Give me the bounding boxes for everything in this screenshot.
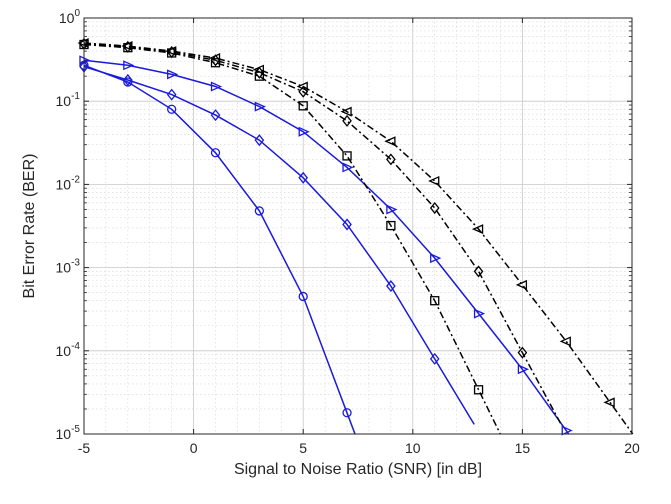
- data-point-triangle-right: [123, 60, 135, 71]
- series-line: [83, 64, 356, 435]
- y-tick-label: 100: [59, 8, 81, 26]
- data-point-square: [430, 296, 440, 306]
- data-point-triangle-right: [254, 101, 266, 112]
- y-tick-label: 10-1: [56, 91, 81, 109]
- data-point-square: [386, 220, 396, 231]
- data-point-triangle-left: [165, 46, 177, 57]
- y-axis-label: Bit Error Rate (BER): [21, 154, 38, 299]
- x-tick-label: 0: [190, 440, 198, 456]
- series-line: [83, 43, 563, 427]
- data-point-triangle-left: [428, 175, 440, 186]
- data-point-triangle-right: [167, 69, 179, 80]
- data-point-triangle-left: [296, 81, 308, 92]
- y-tick-labels: 100 10-1 10-2 10-3 10-4 10-5: [56, 8, 81, 442]
- x-tick-label: 20: [624, 440, 640, 456]
- series-layer: [77, 37, 634, 436]
- data-point-triangle-right: [430, 253, 442, 264]
- y-tick-label: 10-5: [56, 424, 81, 442]
- data-point-triangle-right: [210, 81, 223, 92]
- data-point-diamond: [342, 218, 352, 231]
- data-point-diamond: [429, 352, 440, 365]
- data-point-triangle-left: [384, 136, 396, 147]
- plot-area: [84, 18, 632, 434]
- minor-grid: [84, 18, 632, 434]
- y-tick-label: 10-4: [56, 341, 81, 359]
- series-line: [83, 43, 501, 435]
- data-point-diamond: [429, 201, 440, 215]
- data-point-triangle-right: [298, 126, 310, 137]
- data-point-circle: [254, 206, 265, 216]
- data-point-square: [298, 101, 308, 111]
- data-point-circle: [210, 148, 221, 158]
- data-point-diamond: [386, 153, 396, 166]
- data-point-triangle-right: [517, 364, 530, 375]
- series-2: [79, 60, 475, 425]
- data-point-diamond: [517, 346, 528, 359]
- data-point-diamond: [254, 134, 265, 147]
- tick-marks: [83, 17, 633, 435]
- data-point-diamond: [210, 109, 221, 122]
- data-point-triangle-left: [121, 41, 133, 52]
- data-point-diamond: [342, 114, 352, 127]
- series-line: [83, 65, 475, 425]
- data-point-triangle-right: [561, 425, 573, 436]
- x-tick-label: 10: [405, 440, 421, 456]
- x-axis-label: Signal to Noise Ratio (SNR) [in dB]: [234, 461, 482, 478]
- x-tick-label: 5: [299, 440, 307, 456]
- data-point-triangle-left: [471, 224, 484, 235]
- axes-box: [83, 17, 633, 435]
- series-line: [83, 59, 570, 435]
- data-point-triangle-right: [473, 308, 486, 319]
- x-tick-label: 15: [515, 440, 531, 456]
- data-point-diamond: [386, 280, 396, 293]
- data-point-circle: [342, 408, 352, 418]
- data-point-diamond: [298, 171, 309, 184]
- data-point-triangle-left: [559, 336, 571, 347]
- data-point-square: [342, 151, 352, 161]
- data-point-diamond: [166, 88, 177, 101]
- x-tick-labels: -5 0 5 10 15 20: [78, 440, 640, 456]
- data-point-triangle-left: [208, 53, 221, 64]
- data-point-triangle-right: [386, 204, 398, 215]
- data-point-circle: [167, 104, 177, 114]
- x-tick-label: -5: [78, 440, 91, 456]
- data-point-triangle-right: [342, 162, 354, 173]
- data-point-triangle-left: [515, 279, 528, 290]
- data-point-triangle-left: [252, 64, 265, 75]
- data-point-diamond: [473, 265, 484, 278]
- data-point-triangle-left: [340, 106, 352, 117]
- y-tick-label: 10-3: [56, 258, 81, 276]
- data-point-square: [473, 385, 484, 395]
- major-grid: [84, 18, 632, 434]
- data-point-diamond: [123, 73, 133, 87]
- series-6: [77, 38, 634, 435]
- data-point-triangle-left: [603, 397, 615, 408]
- data-point-circle: [298, 291, 308, 302]
- y-tick-label: 10-2: [56, 174, 81, 192]
- series-line: [83, 42, 634, 435]
